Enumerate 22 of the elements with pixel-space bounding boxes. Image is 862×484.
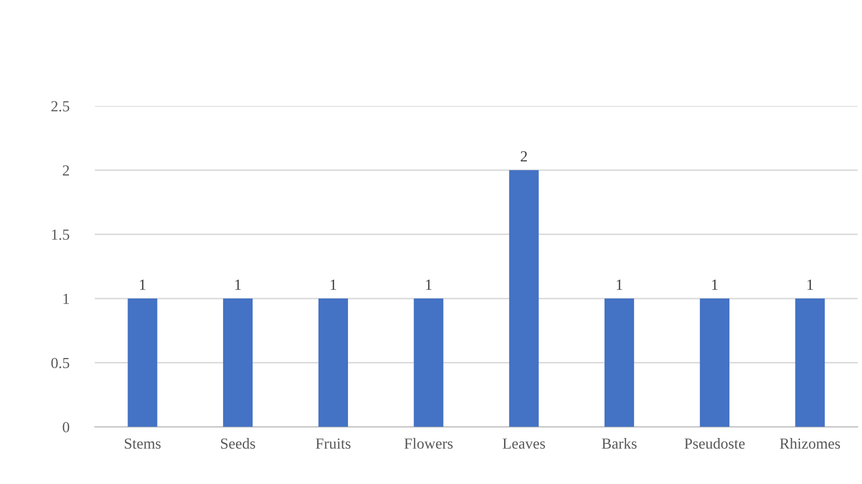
- y-tick-label: 2: [62, 165, 69, 176]
- x-tick-label: Pseudoste: [684, 438, 745, 449]
- data-label: 1: [140, 280, 146, 290]
- data-label: 1: [712, 280, 718, 290]
- y-tick-label: 0.5: [51, 358, 70, 368]
- x-tick-label: Seeds: [221, 438, 256, 449]
- data-label: 1: [808, 280, 813, 290]
- y-tick-label: 2.5: [51, 101, 70, 112]
- x-tick-label: Fruits: [316, 438, 350, 449]
- x-tick-label: Rhizomes: [780, 438, 840, 449]
- data-label: 1: [330, 280, 336, 290]
- data-label: 1: [426, 280, 432, 290]
- data-label: 1: [235, 280, 241, 290]
- y-tick-label: 1.5: [52, 230, 70, 240]
- y-tick-label: 1: [64, 294, 69, 304]
- y-tick-label: 0: [62, 422, 70, 432]
- data-label: 1: [616, 280, 622, 290]
- x-tick-label: Flowers: [404, 438, 453, 449]
- x-tick-label: Stems: [124, 438, 161, 449]
- x-tick-label: Barks: [602, 438, 637, 449]
- x-tick-label: Leaves: [502, 438, 546, 449]
- data-label: 2: [520, 151, 527, 162]
